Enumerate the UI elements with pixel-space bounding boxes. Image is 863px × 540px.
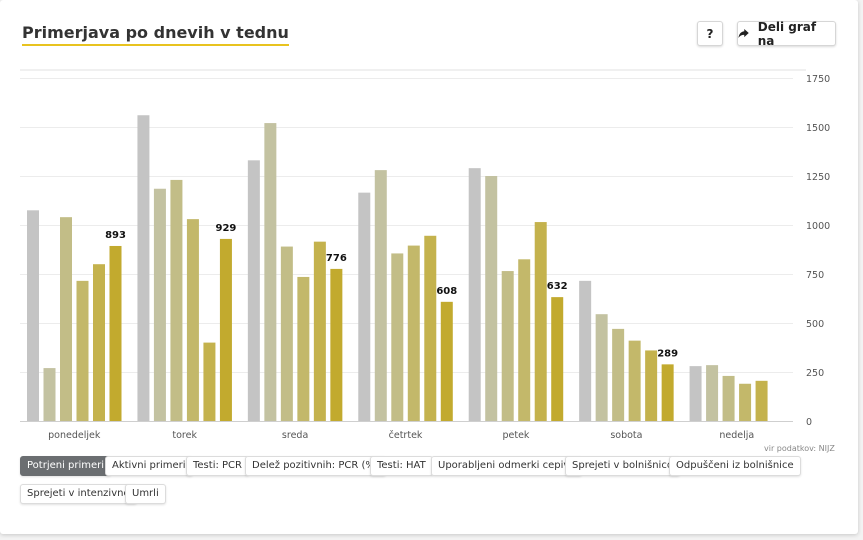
x-tick-label: četrtek: [389, 430, 423, 441]
y-tick-label: 250: [806, 368, 824, 379]
x-tick-label: nedelja: [719, 430, 754, 441]
bar: [518, 259, 531, 421]
share-button[interactable]: Deli graf na: [737, 19, 836, 48]
bar: [313, 241, 326, 421]
tab-odpusceni-iz-bolnisnice[interactable]: Odpuščeni iz bolnišnice: [669, 456, 801, 476]
bar: [391, 253, 404, 421]
bar: [485, 176, 498, 421]
bar: [689, 366, 702, 421]
bar: [264, 123, 277, 421]
tab-uporabljeni-odmerki[interactable]: Uporabljeni odmerki cepiva: [431, 456, 583, 476]
help-button[interactable]: ?: [697, 21, 723, 46]
data-label: 776: [326, 253, 347, 264]
x-tick-label: petek: [502, 430, 529, 441]
x-tick-label: torek: [172, 430, 197, 441]
bar: [595, 314, 608, 421]
data-label: 289: [657, 348, 678, 359]
bar: [579, 280, 592, 421]
tab-aktivni-primeri[interactable]: Aktivni primeri: [105, 456, 193, 476]
bar: [247, 160, 260, 421]
data-label: 893: [105, 230, 126, 241]
bar: [109, 245, 122, 421]
tab-testi-pcr[interactable]: Testi: PCR: [186, 456, 249, 476]
x-tick-label: sobota: [610, 430, 642, 441]
data-label: 608: [436, 286, 457, 297]
bar: [706, 365, 719, 421]
bar: [501, 271, 514, 421]
bar: [551, 297, 564, 421]
bar: [424, 235, 437, 421]
tab-sprejeti-v-intenzivno[interactable]: Sprejeti v intenzivno: [20, 484, 137, 504]
bar: [407, 245, 420, 421]
bar: [468, 168, 481, 421]
bar: [755, 380, 768, 421]
bar: [612, 328, 625, 421]
tab-testi-hat[interactable]: Testi: HAT: [370, 456, 433, 476]
bar: [628, 340, 641, 421]
y-tick-label: 1750: [806, 74, 830, 85]
y-tick-label: 750: [806, 270, 824, 281]
tab-delez-pozitivnih[interactable]: Delež pozitivnih: PCR (%): [245, 456, 386, 476]
bar: [739, 383, 752, 421]
bar: [27, 210, 39, 421]
bar: [280, 246, 293, 421]
bar: [60, 217, 72, 421]
bar: [645, 350, 658, 421]
bar: [153, 188, 166, 421]
bar: [661, 364, 674, 421]
bar: [297, 276, 310, 421]
bar: [170, 179, 183, 421]
y-tick-label: 0: [806, 417, 812, 428]
bar: [137, 115, 150, 422]
bar-chart: 0 250 500 750 1000 1250 1500 1750 893 ponedeljek 9…: [20, 69, 830, 441]
bar: [76, 280, 89, 421]
y-tick-label: 1500: [806, 123, 830, 134]
share-arrow-icon: [738, 29, 749, 38]
bar: [93, 264, 105, 421]
bar: [203, 342, 216, 421]
tab-sprejeti-v-bolnisnico[interactable]: Sprejeti v bolnišnico: [565, 456, 680, 476]
share-button-label: Deli graf na: [757, 19, 817, 48]
bar: [722, 375, 735, 421]
data-label: 929: [215, 223, 236, 234]
bar: [219, 238, 232, 421]
tab-potrjeni-primeri[interactable]: Potrjeni primeri: [20, 456, 112, 476]
bar: [374, 170, 387, 421]
chart-title: Primerjava po dnevih v tednu: [22, 23, 289, 46]
x-tick-label: sreda: [282, 430, 308, 441]
bar: [534, 222, 547, 421]
y-tick-label: 1250: [806, 172, 830, 183]
data-label: 632: [547, 281, 568, 292]
bar: [330, 268, 343, 421]
bar: [358, 192, 371, 421]
x-tick-label: ponedeljek: [48, 430, 101, 441]
bar: [43, 368, 56, 421]
y-tick-label: 1000: [806, 221, 830, 232]
tab-umrli[interactable]: Umrli: [125, 484, 166, 504]
data-source-note: vir podatkov: NIJZ: [764, 444, 835, 453]
y-tick-label: 500: [806, 319, 824, 330]
bar: [186, 219, 199, 421]
bar: [440, 301, 453, 421]
